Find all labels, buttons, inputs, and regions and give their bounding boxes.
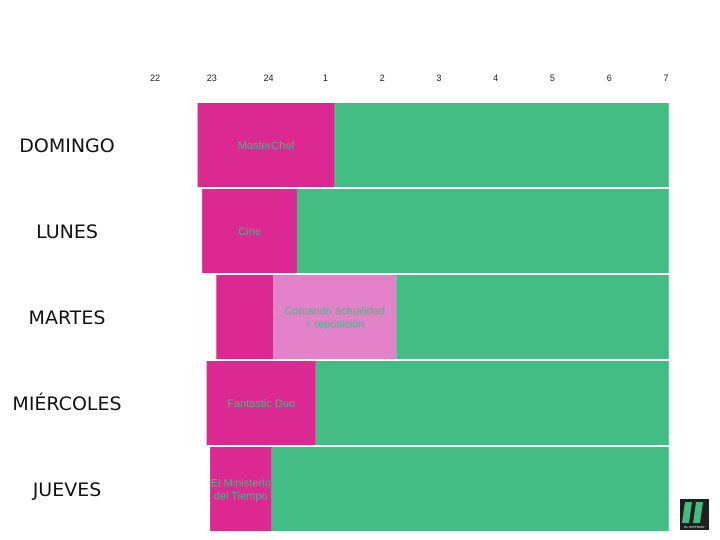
x-tick-label: 4 — [493, 73, 498, 83]
x-tick-label: 23 — [207, 73, 217, 83]
x-tick-label: 7 — [663, 73, 668, 83]
chart-row: DOMINGO MasterChef — [19, 103, 669, 187]
programme-segment-bar — [197, 103, 335, 187]
x-tick-label: 3 — [436, 73, 441, 83]
after-segment-bar — [334, 103, 669, 187]
programme-label: El Ministerio — [211, 478, 271, 490]
programme-segment-bar — [216, 275, 274, 359]
after-segment-bar — [296, 189, 669, 273]
huffpost-logo-mark — [682, 502, 703, 523]
x-axis-ticks: 22 23 24 1 2 3 4 5 6 7 — [150, 73, 669, 83]
after-segment-bar — [271, 447, 669, 531]
x-tick-label: 5 — [550, 73, 555, 83]
programme-label: MasterChef — [238, 140, 296, 152]
day-label: MARTES — [29, 307, 106, 329]
x-tick-label: 6 — [607, 73, 612, 83]
programme-label: Fantastic Duo — [227, 398, 295, 410]
programme-label: + reposición — [305, 319, 365, 331]
x-tick-label: 2 — [380, 73, 385, 83]
programme-label: Comando actualidad — [284, 306, 385, 318]
programme-segment-bar — [210, 447, 272, 531]
huffpost-logo: EL HUFFPOST — [680, 499, 709, 530]
x-tick-label: 22 — [150, 73, 160, 83]
day-label: MIÉRCOLES — [12, 392, 121, 415]
after-segment-bar — [396, 275, 669, 359]
day-label: LUNES — [36, 221, 98, 243]
x-tick-label: 1 — [323, 73, 328, 83]
chart-rows: DOMINGO MasterChef LUNES Cine MARTES Comando … — [12, 103, 669, 531]
programme-label: Cine — [238, 226, 261, 238]
day-label: DOMINGO — [19, 135, 114, 157]
programme-segment-bar — [206, 361, 316, 445]
x-tick-label: 24 — [264, 73, 274, 83]
chart-row: MIÉRCOLES Fantastic Duo — [12, 361, 669, 445]
programme-segment-bar — [202, 189, 297, 273]
day-label: JUEVES — [32, 479, 102, 501]
programme-label: del Tiempo — [214, 491, 268, 503]
after-segment-bar — [315, 361, 669, 445]
programme-segment-bar — [273, 275, 397, 359]
huffpost-logo-text: EL HUFFPOST — [684, 525, 705, 529]
chart-row: LUNES Cine — [36, 189, 669, 273]
chart-row: MARTES Comando actualidad+ reposición — [29, 275, 669, 359]
